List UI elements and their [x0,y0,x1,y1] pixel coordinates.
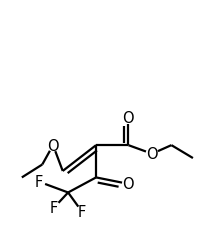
Text: F: F [50,200,58,215]
Text: O: O [146,147,158,161]
Text: O: O [47,138,59,153]
Text: O: O [123,177,134,191]
Text: F: F [35,174,43,189]
Text: O: O [123,110,134,125]
Text: F: F [78,204,86,219]
